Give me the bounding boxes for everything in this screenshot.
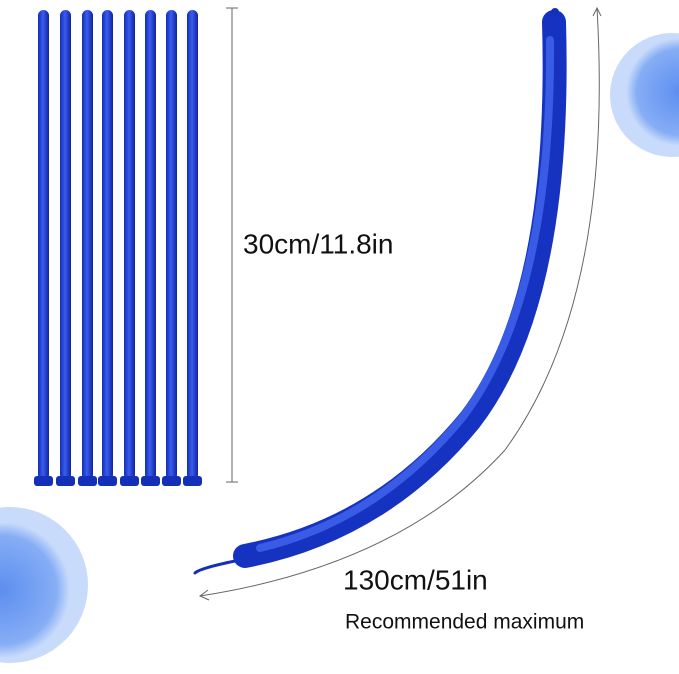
uninflated-balloons xyxy=(34,10,202,486)
short-dimension-line xyxy=(226,7,238,483)
long-length-label: 130cm/51in xyxy=(343,564,488,595)
decoration xyxy=(0,33,679,663)
short-length-label: 30cm/11.8in xyxy=(243,228,393,259)
long-dimension-line xyxy=(199,6,602,601)
inflated-balloon xyxy=(193,8,567,575)
note-label: Recommended maximum xyxy=(345,611,584,634)
